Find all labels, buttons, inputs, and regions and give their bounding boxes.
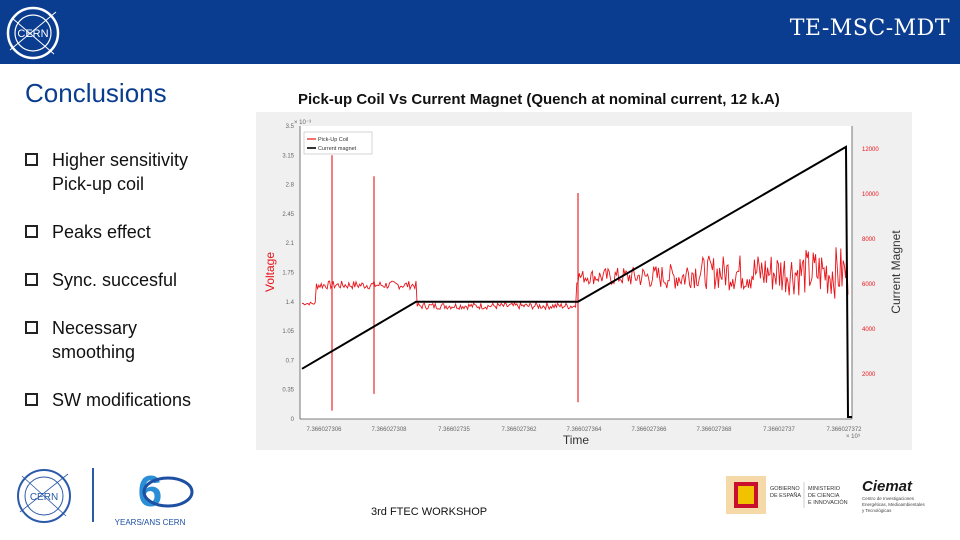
ciemat-wordmark: Ciemat xyxy=(862,478,913,495)
checkbox-bullet-icon xyxy=(25,153,38,166)
header-title: TE-MSC-MDT xyxy=(789,16,950,41)
y-right-tick-label: 8000 xyxy=(862,237,876,243)
bullet-text: Higher sensitivity xyxy=(52,150,189,170)
x-tick-label: 7.36602737 xyxy=(763,427,795,433)
bullet-item: Higher sensitivity Pick-up coil xyxy=(25,148,255,196)
x-tick-label: 7.366027372 xyxy=(826,427,862,433)
sixty-years-graphic: 6 xyxy=(138,467,162,516)
legend-label: Pick-Up Coil xyxy=(318,137,348,143)
pickup-coil-line xyxy=(301,247,849,311)
current-magnet-line xyxy=(301,145,852,418)
y-tick-label: 1.4 xyxy=(286,300,295,306)
x-tick-label: 7.36602735 xyxy=(438,427,470,433)
ciemat-sub-line2: Energéticas, Medioambientales xyxy=(862,502,926,507)
gov-label-line2: DE ESPAÑA xyxy=(770,492,801,499)
x-tick-label: 7.366027362 xyxy=(501,427,537,433)
y-right-tick-label: 10000 xyxy=(862,192,879,198)
ciemat-sub-line1: Centro de Investigaciones xyxy=(862,496,915,501)
checkbox-bullet-icon xyxy=(25,225,38,238)
y-right-tick-label: 2000 xyxy=(862,372,876,378)
y-tick-label: 1.75 xyxy=(282,271,294,277)
checkbox-bullet-icon xyxy=(25,321,38,334)
x-tick-label: 7.366027366 xyxy=(631,427,667,433)
cern-logo-text: CERN xyxy=(30,492,58,503)
y-tick-label: 1.05 xyxy=(282,329,294,335)
bullet-text: Necessary xyxy=(52,318,138,338)
y-tick-label: 3.5 xyxy=(286,124,295,130)
chart-title: Pick-up Coil Vs Current Magnet (Quench a… xyxy=(298,91,780,108)
bullet-item: SW modifications xyxy=(25,388,255,412)
pickup-coil-series xyxy=(301,155,849,411)
y-tick-label: 0.7 xyxy=(286,358,295,364)
y-tick-label: 3.15 xyxy=(282,153,294,159)
chart-svg: 0 0.35 0.7 1.05 1.4 1.75 2.1 2.45 2.8 3.15 3.5 2000… xyxy=(263,120,903,447)
y-axis-label: Voltage xyxy=(263,252,277,292)
plot-area xyxy=(300,126,852,419)
slide-heading: Conclusions xyxy=(25,78,167,108)
header-bar: CERN TE-MSC-MDT xyxy=(0,0,960,64)
current-magnet-series xyxy=(301,145,852,418)
x-tick-label: 7.366027368 xyxy=(696,427,732,433)
spain-ciemat-logos: GOBIERNO DE ESPAÑA MINISTERIO DE CIENCIA… xyxy=(724,470,946,520)
y-right-tick-label: 6000 xyxy=(862,282,876,288)
cern-60-years-logo: CERN 6 YEARS/ANS CERN xyxy=(17,467,194,527)
checkbox-bullet-icon xyxy=(25,273,38,286)
bullet-item: Sync. succesful xyxy=(25,268,255,292)
bullet-item: Peaks effect xyxy=(25,220,255,244)
bullet-list: Higher sensitivity Pick-up coil Peaks ef… xyxy=(25,148,255,436)
gov-label-line1: GOBIERNO xyxy=(770,486,800,492)
years-label: YEARS/ANS CERN xyxy=(115,518,186,527)
legend-label: Current magnet xyxy=(318,146,357,152)
footer-text: 3rd FTEC WORKSHOP xyxy=(371,506,488,518)
bullet-text: SW modifications xyxy=(52,390,192,410)
bullet-text: Sync. succesful xyxy=(52,270,178,290)
cern-logo-icon: CERN xyxy=(6,6,60,60)
y-axis-right-label: Current Magnet xyxy=(889,230,903,314)
x-tick-label: 7.366027364 xyxy=(566,427,602,433)
ministry-label-line3: E INNOVACIÓN xyxy=(808,499,848,506)
bullet-text: Pick-up coil xyxy=(52,174,145,194)
ministry-label-line2: DE CIENCIA xyxy=(808,493,840,499)
x-tick-label: 7.366027308 xyxy=(371,427,407,433)
sixty-years-ring xyxy=(142,476,194,508)
legend: Pick-Up Coil Current magnet xyxy=(303,131,373,155)
cern-logo-text: CERN xyxy=(17,28,48,40)
ministry-label-line1: MINISTERIO xyxy=(808,486,841,492)
checkbox-bullet-icon xyxy=(25,393,38,406)
y-tick-label: 0 xyxy=(291,417,295,423)
ciemat-sub-line3: y Tecnológicas xyxy=(862,508,892,513)
x-exponent-label: × 10⁹ xyxy=(846,433,861,440)
bullet-text: smoothing xyxy=(52,342,136,362)
y-tick-label: 0.35 xyxy=(282,388,294,394)
bullet-text: Peaks effect xyxy=(52,222,151,242)
y-right-tick-label: 4000 xyxy=(862,327,876,333)
x-axis-label: Time xyxy=(563,433,590,447)
y-tick-label: 2.1 xyxy=(286,241,295,247)
y-tick-label: 2.45 xyxy=(282,212,294,218)
y-right-tick-label: 12000 xyxy=(862,147,879,153)
legend-box xyxy=(303,131,373,155)
x-tick-label: 7.366027306 xyxy=(306,427,342,433)
y-tick-label: 2.8 xyxy=(286,183,295,189)
bullet-item: Necessary smoothing xyxy=(25,316,255,364)
tick-labels: 0 0.35 0.7 1.05 1.4 1.75 2.1 2.45 2.8 3.15 3.5 2000… xyxy=(282,124,879,433)
chart-panel: 0 0.35 0.7 1.05 1.4 1.75 2.1 2.45 2.8 3.15 3.5 2000… xyxy=(256,112,912,450)
y-exponent-label: × 10⁻³ xyxy=(294,120,311,126)
